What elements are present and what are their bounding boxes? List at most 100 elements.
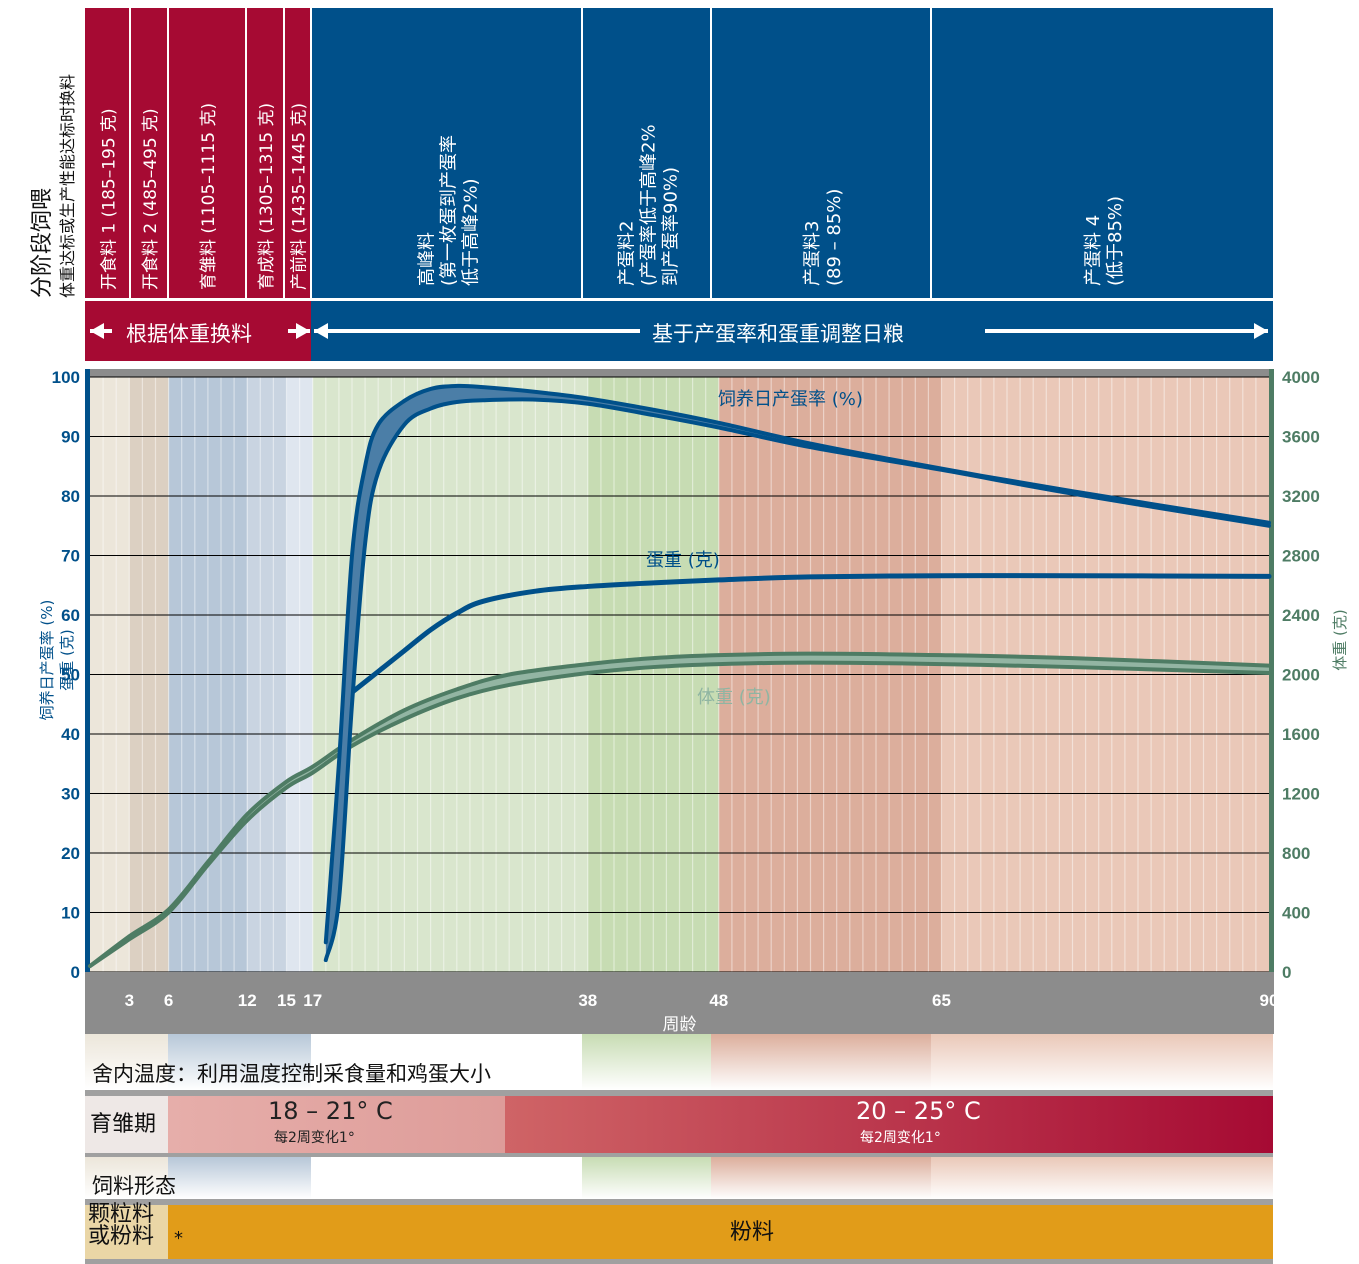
right-tick-label: 800 — [1282, 844, 1310, 863]
brooding-temperature-note: 每2周变化1° — [274, 1130, 355, 1146]
fade-segment — [311, 1157, 582, 1199]
arrow-row-red — [85, 301, 311, 361]
phase-label: 产蛋料 4 (低于85%) — [1083, 196, 1126, 286]
arrow-production-left-head — [314, 323, 328, 339]
right-tick-label: 3600 — [1282, 428, 1320, 447]
arrow-label-bodyweight: 根据体重换料 — [126, 322, 252, 346]
arrow-production-right-head — [1254, 323, 1268, 339]
left-tick-label: 20 — [61, 844, 80, 863]
feed-form-mash-label: 粉料 — [730, 1220, 775, 1245]
right-tick-label: 400 — [1282, 904, 1310, 923]
phase-block — [311, 8, 582, 298]
feed-form-asterisk: * — [174, 1228, 183, 1249]
right-axis-ticks: 0 400 800 1200 1600 2000 2400 2800 3200 3600 4000 — [1282, 368, 1320, 982]
x-tick-label: 48 — [709, 991, 728, 1010]
right-axis-label-text: 体重 (克) — [1331, 609, 1349, 670]
left-tick-label: 10 — [61, 904, 80, 923]
left-axis-line — [85, 369, 90, 972]
left-tick-label: 60 — [61, 606, 80, 625]
phase-block — [711, 8, 931, 298]
phase-label-line: 产蛋料3 — [802, 221, 823, 286]
fade-segment — [582, 1157, 711, 1199]
arrow-label-production: 基于产蛋率和蛋重调整日粮 — [652, 322, 904, 346]
x-tick-label: 3 — [125, 991, 134, 1010]
series-label-egg-weight: 蛋重 (克) — [646, 550, 720, 571]
left-axis-label: 饲养日产蛋率 (%) 蛋重 (克) — [38, 600, 76, 721]
phase-label-line: 高峰料 — [417, 232, 438, 286]
fade-segment — [931, 1157, 1273, 1199]
x-axis-title: 周龄 — [663, 1015, 697, 1035]
phase-label-line: 产蛋料2 — [617, 221, 638, 286]
feed-form-fade — [85, 1157, 1273, 1199]
laying-temperature-note: 每2周变化1° — [860, 1130, 941, 1146]
phase-label: 产蛋料3 (89 – 85%) — [802, 189, 845, 286]
fade-segment — [711, 1157, 931, 1199]
phase-block — [931, 8, 1273, 298]
left-tick-label: 0 — [71, 963, 80, 982]
phase-label: 产前料 (1435–1445 克) — [290, 103, 310, 290]
x-tick-label: 17 — [303, 991, 322, 1010]
phase-label: 开食料 2 (485–495 克) — [141, 108, 161, 290]
feed-form-section-label: 饲料形态 — [92, 1174, 176, 1198]
feed-form-bottom-line — [85, 1259, 1273, 1264]
brooding-temperature: 18 – 21° C — [268, 1097, 393, 1125]
fade-segment — [311, 1034, 582, 1090]
mash-feed-bar — [168, 1205, 1273, 1259]
feed-form-pellet-label: 颗粒料 或粉料 — [88, 1204, 154, 1248]
arrow-row — [85, 301, 1273, 361]
right-tick-label: 1200 — [1282, 785, 1320, 804]
x-tick-label: 6 — [164, 991, 173, 1010]
right-tick-label: 2800 — [1282, 547, 1320, 566]
temperature-fade — [85, 1034, 1273, 1090]
laying-temp-bar — [505, 1096, 1273, 1153]
temperature-section-label: 舍内温度：利用温度控制采食量和鸡蛋大小 — [92, 1062, 491, 1086]
feed-form-pellet-line2: 或粉料 — [88, 1224, 155, 1249]
right-axis-line — [1269, 369, 1274, 972]
right-tick-label: 4000 — [1282, 368, 1320, 387]
phase-block — [246, 8, 284, 298]
fade-segment — [711, 1034, 931, 1090]
phase-block — [130, 8, 168, 298]
right-tick-label: 2400 — [1282, 606, 1320, 625]
phase-label-line: (第一枚蛋到产蛋率 — [439, 135, 460, 286]
right-tick-label: 0 — [1282, 963, 1291, 982]
phase-label: 高峰料 (第一枚蛋到产蛋率 低于高峰2%) — [417, 135, 482, 286]
left-axis-ticks: 0 10 20 30 40 50 60 70 80 90 100 — [52, 368, 80, 982]
x-axis-band — [85, 972, 1274, 1034]
phase-label-text: 开食料 2 (485–495 克) — [141, 108, 161, 290]
pellet-label-cell — [85, 1205, 168, 1259]
series-egg-production-lower — [323, 397, 1271, 963]
x-axis-ticks: 3 6 12 15 17 38 48 65 90 — [125, 991, 1279, 1010]
phase-block — [284, 8, 311, 298]
phase-label-line: 到产蛋率90%) — [661, 167, 682, 286]
phase-label-text: 育雏料 (1105–1115 克) — [199, 103, 219, 290]
x-tick-label: 65 — [932, 991, 951, 1010]
series-label-body-weight: 体重 (克) — [697, 687, 771, 708]
temperature-section — [85, 1034, 1273, 1264]
phase-label-line: (89 – 85%) — [824, 189, 845, 286]
left-tick-label: 70 — [61, 547, 80, 566]
phase-block — [85, 8, 130, 298]
series-egg-weight — [349, 573, 1272, 695]
phase-label-line: (低于85%) — [1105, 196, 1126, 286]
temperature-divider — [85, 1090, 1273, 1096]
left-tick-label: 90 — [61, 428, 80, 447]
fade-segment — [85, 1034, 168, 1090]
x-tick-label: 12 — [238, 991, 257, 1010]
phase-label-text: 开食料 1 (185–195 克) — [100, 108, 120, 290]
right-tick-label: 1600 — [1282, 725, 1320, 744]
fade-segment — [85, 1157, 168, 1199]
phase-label: 育成料 (1305–1315 克) — [257, 103, 277, 290]
fade-segment — [931, 1034, 1273, 1090]
phase-label-line: 产蛋料 4 — [1083, 215, 1104, 286]
series-body-weight-upper — [88, 651, 1271, 969]
series-label-egg-production: 饲养日产蛋率 (%) — [718, 389, 863, 410]
x-tick-label: 90 — [1260, 991, 1279, 1010]
arrow-left-head-stub-head — [90, 323, 104, 339]
right-tick-label: 2000 — [1282, 666, 1320, 685]
phase-label-text: 育成料 (1305–1315 克) — [257, 103, 277, 290]
right-axis-label: 体重 (克) — [1331, 609, 1349, 670]
fade-segment — [168, 1157, 311, 1199]
fade-segment — [582, 1034, 711, 1090]
